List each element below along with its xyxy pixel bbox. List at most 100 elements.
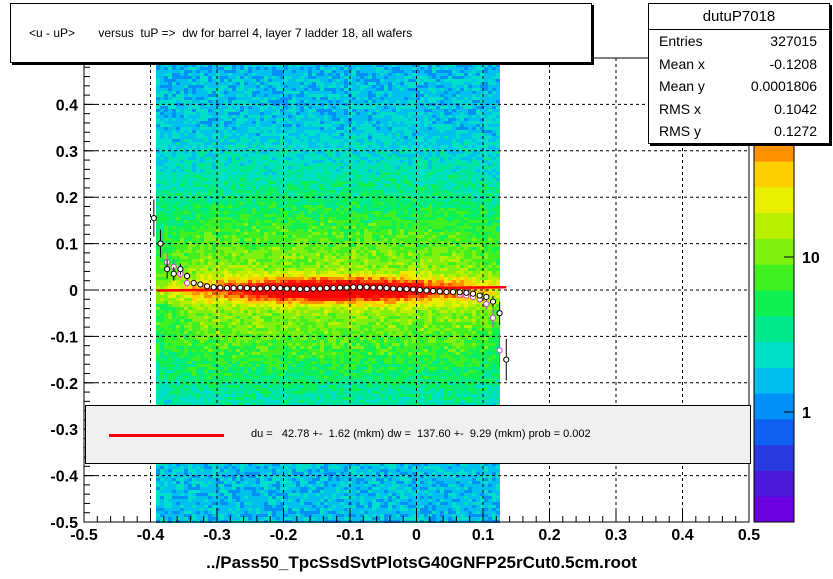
heat-cell: [232, 211, 236, 214]
heat-cell: [244, 325, 248, 328]
heat-cell: [192, 175, 196, 178]
heat-cell: [256, 229, 260, 232]
heat-cell: [256, 169, 260, 172]
heat-cell: [280, 274, 284, 277]
heat-cell: [204, 235, 208, 238]
heat-cell: [160, 316, 164, 319]
heat-cell: [264, 346, 268, 349]
heat-cell: [184, 400, 188, 403]
heat-cell: [200, 496, 204, 499]
heat-cell: [212, 223, 216, 226]
heat-cell: [240, 151, 244, 154]
heat-cell: [216, 211, 220, 214]
heat-cell: [244, 145, 248, 148]
heat-cell: [240, 487, 244, 490]
heat-cell: [248, 514, 252, 517]
heat-cell: [200, 124, 204, 127]
heat-cell: [252, 316, 256, 319]
heat-cell: [224, 466, 228, 469]
heat-cell: [216, 352, 220, 355]
heat-cell: [180, 262, 184, 265]
heat-cell: [224, 514, 228, 517]
heat-cell: [252, 178, 256, 181]
heat-cell: [220, 205, 224, 208]
heat-cell: [232, 301, 236, 304]
heat-cell: [232, 382, 236, 385]
heat-cell: [248, 481, 252, 484]
heat-cell: [220, 202, 224, 205]
heat-cell: [248, 463, 252, 466]
heat-cell: [256, 130, 260, 133]
heat-cell: [196, 178, 200, 181]
heat-cell: [212, 193, 216, 196]
heat-cell: [280, 145, 284, 148]
heat-cell: [244, 364, 248, 367]
heat-cell: [176, 229, 180, 232]
heat-cell: [232, 169, 236, 172]
heat-cell: [228, 379, 232, 382]
heat-cell: [164, 100, 168, 103]
heat-cell: [268, 367, 272, 370]
heat-cell: [192, 343, 196, 346]
heat-cell: [216, 472, 220, 475]
heat-cell: [276, 91, 280, 94]
heat-cell: [204, 502, 208, 505]
heat-cell: [176, 286, 180, 289]
heat-cell: [156, 469, 160, 472]
heat-cell: [180, 97, 184, 100]
heat-cell: [196, 250, 200, 253]
heat-cell: [208, 94, 212, 97]
heat-cell: [164, 121, 168, 124]
heat-cell: [156, 205, 160, 208]
heat-cell: [192, 112, 196, 115]
heat-cell: [268, 325, 272, 328]
heat-cell: [280, 364, 284, 367]
heat-cell: [200, 226, 204, 229]
heat-cell: [240, 73, 244, 76]
heat-cell: [236, 127, 240, 130]
heat-cell: [176, 118, 180, 121]
heat-cell: [156, 115, 160, 118]
heat-cell: [156, 391, 160, 394]
heat-cell: [172, 139, 176, 142]
heat-cell: [196, 241, 200, 244]
heat-cell: [164, 82, 168, 85]
heat-cell: [200, 358, 204, 361]
heat-cell: [200, 88, 204, 91]
heat-cell: [232, 109, 236, 112]
heat-cell: [196, 73, 200, 76]
heat-cell: [172, 160, 176, 163]
heat-cell: [224, 295, 228, 298]
heat-cell: [184, 340, 188, 343]
heat-cell: [276, 148, 280, 151]
heat-cell: [264, 85, 268, 88]
heat-cell: [188, 217, 192, 220]
heat-cell: [276, 514, 280, 517]
heat-cell: [212, 367, 216, 370]
heat-cell: [252, 394, 256, 397]
heat-cell: [184, 94, 188, 97]
heat-cell: [280, 295, 284, 298]
heat-cell: [160, 367, 164, 370]
heat-cell: [236, 163, 240, 166]
heat-cell: [168, 322, 172, 325]
heat-cell: [168, 370, 172, 373]
heat-cell: [252, 511, 256, 514]
heat-cell: [276, 163, 280, 166]
heat-cell: [244, 517, 248, 520]
heat-cell: [172, 67, 176, 70]
heat-cell: [260, 241, 264, 244]
heat-cell: [264, 268, 268, 271]
heat-cell: [188, 340, 192, 343]
heat-cell: [240, 469, 244, 472]
heat-cell: [212, 232, 216, 235]
heat-cell: [248, 175, 252, 178]
heat-cell: [156, 70, 160, 73]
heat-cell: [172, 121, 176, 124]
heat-cell: [268, 463, 272, 466]
heat-cell: [244, 379, 248, 382]
heat-cell: [172, 235, 176, 238]
heat-cell: [252, 181, 256, 184]
heat-cell: [224, 118, 228, 121]
heat-cell: [240, 346, 244, 349]
